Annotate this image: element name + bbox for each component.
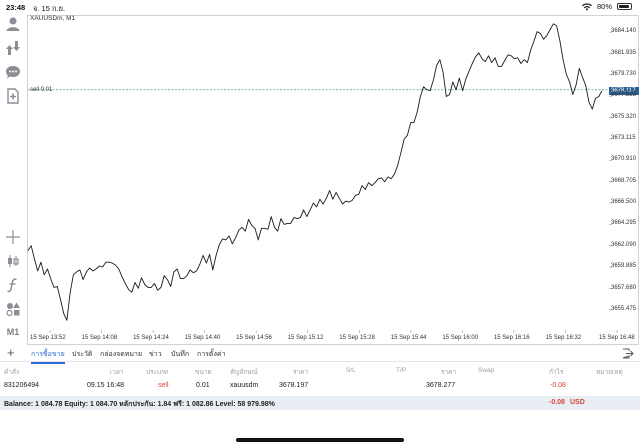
chat-icon[interactable] — [5, 64, 21, 80]
time-tick-label: 15 Sep 14:08 — [81, 335, 118, 341]
trade-arrows-icon[interactable] — [5, 40, 21, 56]
time-tick-label: 15 Sep 16:48 — [599, 335, 635, 341]
price-axis-ticks — [609, 31, 612, 311]
chart-toolbar: M1 — [0, 14, 26, 344]
price-tick-label: 3655.475 — [611, 305, 637, 312]
exit-icon[interactable] — [622, 348, 634, 359]
price-tick-label: 3666.500 — [611, 199, 637, 206]
user-icon[interactable] — [5, 16, 21, 32]
crosshair-icon[interactable] — [5, 229, 21, 245]
cell-time: 09.15 16:48 — [87, 382, 124, 389]
cell-volume: 0.01 — [196, 382, 210, 389]
tab-trade[interactable]: การซื้อขาย — [31, 349, 65, 364]
tab-mailbox[interactable]: กล่องจดหมาย — [100, 351, 143, 358]
time-tick-label: 15 Sep 14:56 — [236, 335, 272, 341]
trade-table-header: คำสั่ง เวลา ประเภท ขนาด สัญลักษณ์ ราคา S… — [0, 363, 640, 378]
balance-summary: Balance: 1 084.78 Equity: 1 084.70 หลักป… — [0, 396, 640, 410]
time-tick-label: 15 Sep 15:28 — [339, 335, 375, 341]
header-price: ราคา — [441, 369, 457, 376]
price-line — [27, 23, 603, 321]
function-icon[interactable] — [5, 277, 21, 293]
status-bar: 23:48 จ. 15 ก.ย. 80% — [0, 0, 640, 14]
header-type: ประเภท — [146, 369, 168, 376]
header-volume: ขนาด — [195, 369, 212, 376]
time-tick-label: 15 Sep 16:32 — [545, 335, 582, 341]
price-tick-label: 3675.320 — [611, 113, 637, 120]
price-tick-label: 3670.910 — [611, 156, 637, 163]
price-tick-label: 3677.525 — [611, 92, 637, 99]
status-time: 23:48 — [6, 3, 26, 12]
price-tick-label: 3684.140 — [611, 28, 637, 35]
objects-icon[interactable] — [5, 301, 21, 317]
price-tick-label: 3681.935 — [611, 49, 637, 56]
balance-line: Balance: 1 084.78 Equity: 1 084.70 หลักป… — [4, 401, 275, 408]
price-tick-label: 3668.705 — [611, 177, 637, 184]
header-swap: Swap — [478, 367, 495, 374]
price-tick-label: 3657.680 — [611, 284, 637, 291]
price-tick-label: 3679.730 — [611, 70, 637, 77]
time-tick-label: 15 Sep 13:52 — [30, 335, 66, 341]
tab-journal[interactable]: บันทึก — [171, 351, 190, 358]
cell-profit: -0.08 — [550, 382, 566, 389]
total-profit: -0.08 — [549, 399, 565, 406]
time-tick-label: 15 Sep 14:40 — [184, 335, 221, 341]
currency-label: USD — [570, 399, 585, 406]
price-tick-label: 3662.090 — [611, 241, 637, 248]
status-right: 80% — [581, 2, 632, 11]
timeframe-button[interactable]: M1 — [6, 327, 20, 337]
chart-area[interactable] — [27, 15, 639, 345]
candlestick-icon[interactable] — [5, 253, 21, 269]
tab-settings[interactable]: การตั้งค่า — [197, 351, 226, 358]
header-tp: T/P — [396, 367, 407, 374]
battery-percent: 80% — [596, 2, 612, 11]
add-order-button[interactable]: + — [7, 345, 15, 360]
price-tick-label: 3673.115 — [611, 134, 636, 141]
cell-order: 831206494 — [4, 382, 40, 389]
time-tick-label: 15 Sep 16:16 — [493, 335, 530, 341]
header-sl: S/L — [346, 367, 356, 374]
price-tick-label: 3659.885 — [611, 263, 637, 270]
header-comment: หมายเหตุ — [596, 369, 623, 376]
cell-symbol: xauusdm — [230, 382, 259, 389]
time-tick-label: 15 Sep 15:44 — [390, 335, 427, 341]
wifi-icon — [581, 2, 592, 10]
table-row[interactable]: 831206494 09.15 16:48 sell 0.01 xauusdm … — [0, 378, 640, 394]
time-tick-label: 15 Sep 16:00 — [442, 335, 479, 341]
header-open-price: ราคา — [293, 369, 309, 376]
status-date: จ. 15 ก.ย. — [33, 4, 66, 13]
terminal-tabs: + การซื้อขาย ประวัติ กล่องจดหมาย ข่าว บั… — [0, 345, 640, 364]
time-tick-label: 15 Sep 14:24 — [133, 335, 169, 341]
symbol-label: XAUUSDm, M1 — [30, 15, 76, 22]
header-order: คำสั่ง — [4, 369, 20, 376]
time-axis-ticks — [49, 330, 618, 333]
cell-type: sell — [158, 382, 169, 389]
header-time: เวลา — [110, 369, 124, 376]
time-tick-label: 15 Sep 15:12 — [287, 335, 324, 341]
battery-icon — [617, 3, 632, 10]
sell-order-label: sell 0.01 — [30, 87, 53, 93]
header-profit: กำไร — [549, 369, 564, 376]
add-document-icon[interactable] — [5, 88, 21, 104]
home-indicator[interactable] — [236, 438, 404, 442]
cell-current-price: 3678.277 — [426, 382, 456, 389]
current-price-marker: 3678.117 — [609, 86, 639, 95]
header-symbol: สัญลักษณ์ — [230, 369, 258, 376]
tab-history[interactable]: ประวัติ — [72, 351, 93, 358]
tab-news[interactable]: ข่าว — [149, 351, 162, 358]
cell-open-price: 3678.197 — [279, 382, 309, 389]
price-tick-label: 3664.295 — [611, 220, 637, 227]
